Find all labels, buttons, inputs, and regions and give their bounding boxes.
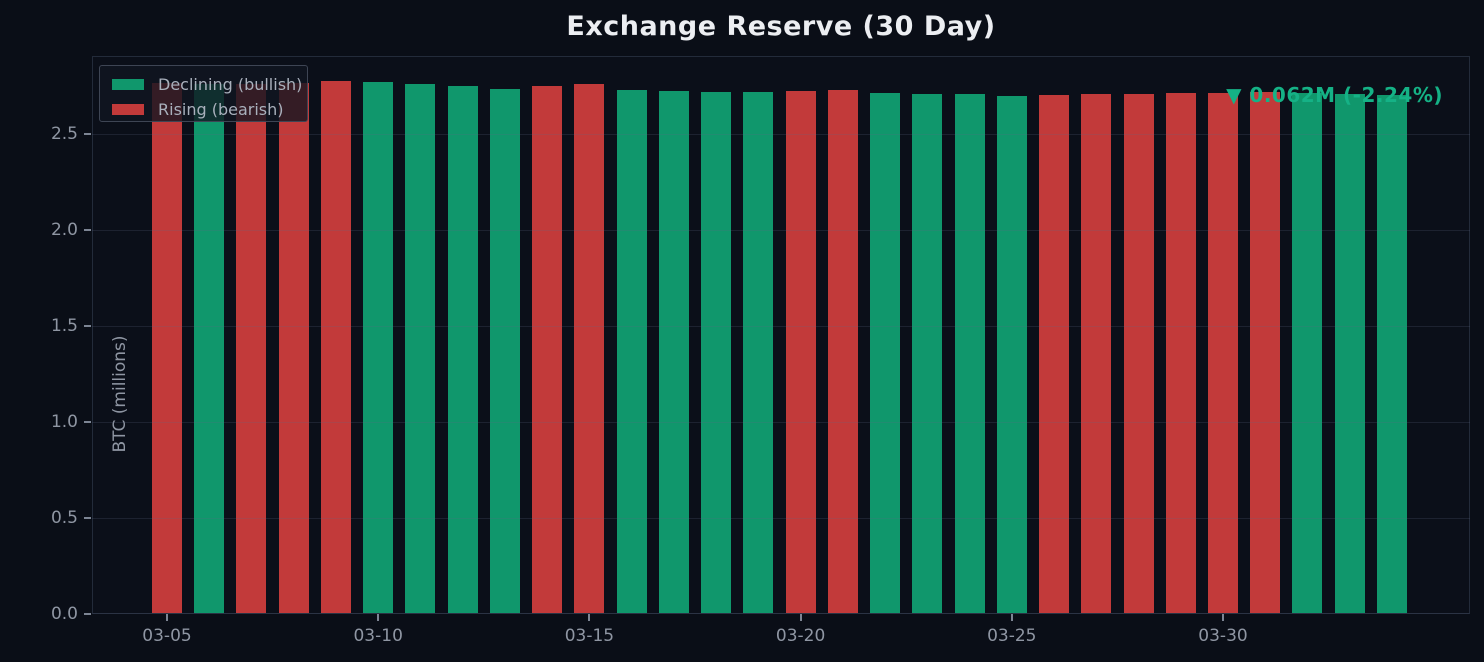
y-tick-mark — [84, 516, 91, 519]
y-tick-label: 1.0 — [50, 411, 78, 432]
bar-03-10 — [363, 82, 394, 613]
y-tick-mark — [84, 324, 91, 327]
bar-03-25 — [996, 95, 1027, 613]
bar-03-15 — [574, 83, 605, 613]
x-tick-mark — [588, 614, 591, 621]
x-tick-label: 03-10 — [353, 626, 403, 646]
y-tick-label: 2.0 — [50, 220, 78, 241]
bar-03-07 — [236, 83, 267, 613]
x-tick-mark — [1010, 614, 1013, 621]
bar-03-18 — [701, 92, 732, 613]
y-gridline — [92, 325, 1470, 327]
bar-03-17 — [658, 90, 689, 613]
legend-item-declining: Declining (bullish) — [112, 74, 307, 94]
bar-03-28 — [1123, 93, 1154, 613]
x-tick-label: 03-05 — [142, 626, 192, 646]
bar-03-24 — [954, 94, 985, 613]
x-tick-label: 03-15 — [564, 626, 615, 646]
bar-03-06 — [194, 84, 225, 613]
bar-04-03 — [1376, 94, 1407, 613]
legend-label-declining: Declining (bullish) — [158, 74, 303, 94]
bar-03-22 — [870, 92, 901, 613]
x-tick-mark — [377, 614, 380, 621]
y-tick-label: 0.0 — [50, 603, 78, 624]
y-tick-mark — [84, 612, 91, 615]
y-gridline — [92, 517, 1470, 519]
bar-03-21 — [827, 90, 858, 613]
bar-03-14 — [532, 86, 563, 613]
legend-label-rising: Rising (bearish) — [158, 99, 284, 119]
y-gridline — [92, 134, 1470, 136]
rising-swatch-icon — [112, 103, 144, 115]
bar-03-27 — [1081, 93, 1112, 613]
y-tick-label: 2.5 — [50, 124, 78, 145]
bar-03-26 — [1039, 94, 1070, 613]
y-gridline — [92, 421, 1470, 423]
x-tick-label: 03-25 — [987, 626, 1037, 646]
y-gridline — [92, 230, 1470, 232]
bar-03-05 — [152, 82, 182, 613]
bar-03-09 — [320, 81, 351, 613]
bar-03-08 — [278, 82, 309, 613]
bar-03-30 — [1208, 92, 1238, 613]
change-annotation: ▼ 0.062M (-2.24%) — [1226, 83, 1443, 107]
x-tick-mark — [1222, 614, 1224, 621]
legend-item-rising: Rising (bearish) — [112, 99, 307, 119]
y-tick-label: 0.5 — [50, 507, 78, 528]
chart-title: Exchange Reserve (30 Day) — [566, 11, 996, 42]
bar-03-31 — [1250, 92, 1281, 613]
y-tick-mark — [84, 229, 91, 232]
bar-03-12 — [447, 86, 478, 613]
y-axis-label: BTC (millions) — [110, 335, 130, 453]
x-tick-label: 03-20 — [775, 626, 826, 646]
bar-03-20 — [785, 90, 816, 613]
bar-03-11 — [405, 84, 436, 613]
bar-03-29 — [1165, 93, 1196, 613]
bar-03-19 — [743, 92, 774, 613]
declining-swatch-icon — [112, 78, 144, 90]
x-tick-mark — [166, 614, 168, 621]
bar-03-13 — [489, 88, 520, 613]
bar-03-23 — [912, 93, 943, 613]
y-tick-mark — [84, 133, 91, 136]
y-tick-label: 1.5 — [50, 315, 78, 336]
x-tick-label: 03-30 — [1198, 626, 1248, 646]
y-tick-mark — [84, 420, 91, 423]
legend: Declining (bullish) Rising (bearish) — [99, 65, 308, 122]
x-tick-mark — [799, 614, 802, 621]
bar-04-01 — [1292, 93, 1323, 613]
bar-04-02 — [1334, 93, 1365, 613]
bar-03-16 — [616, 90, 647, 613]
